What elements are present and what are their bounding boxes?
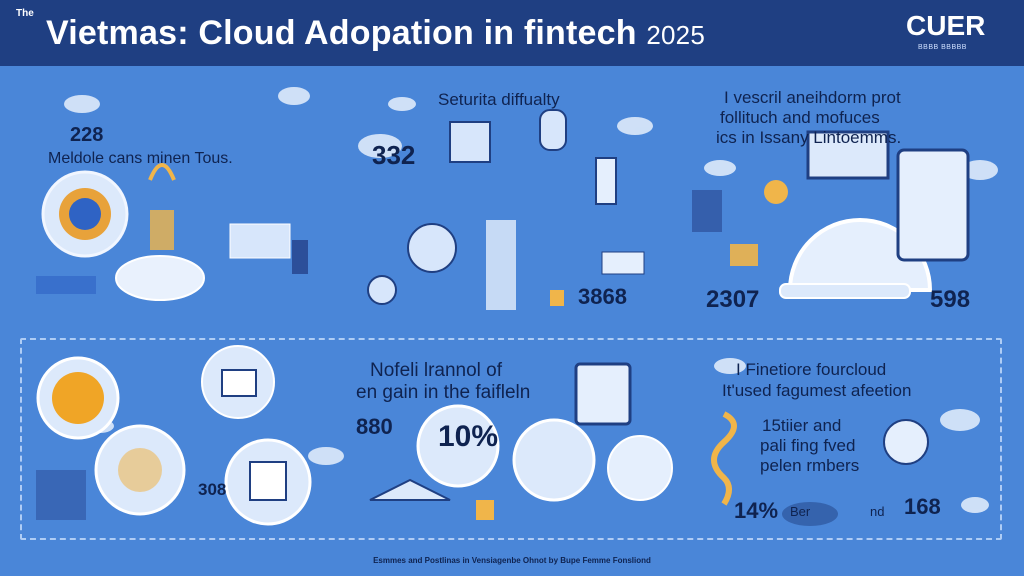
logo-text: CUER — [906, 10, 986, 41]
stat-bottom-right-label: Ber — [790, 504, 811, 519]
footer-credit: Esmmes and Postlinas in Vensiagenbe Ohno… — [373, 556, 651, 565]
stat-top-right-a: 2307 — [706, 286, 760, 313]
stat-top-right-b: 598 — [930, 286, 971, 313]
stat-top-middle-a: 332 — [372, 140, 416, 170]
heading-bottom-right-1: I Finetiore fourcloud — [736, 360, 887, 379]
stat-bottom-right-label2: nd — [870, 504, 885, 519]
body-bottom-right-1: 15tiier and — [762, 416, 842, 435]
stat-bottom-middle-b: 10% — [438, 420, 499, 453]
heading-bottom-middle-2: en gain in the faifleln — [356, 382, 531, 403]
title-main: Vietmas: Cloud Adopation in fintech — [46, 14, 637, 52]
heading-top-middle: Seturita diffualty — [438, 90, 560, 109]
stat-bottom-right-a: 14% — [734, 498, 779, 523]
header-bar: The Vietmas: Cloud Adopation in fintech … — [0, 0, 1024, 66]
body-bottom-right-3: pelen rmbers — [760, 456, 860, 475]
heading-bottom-right-2: It'used fagumest afeetion — [722, 381, 912, 400]
heading-bottom-middle-1: Nofeli lrannol of — [370, 360, 503, 381]
heading-top-right-3: ics in Issany Lintoemms. — [716, 128, 902, 147]
logo-subtext: ВВВВ ВВВВВ — [918, 44, 967, 51]
brand-logo: CUER ВВВВ ВВВВВ — [906, 10, 1006, 58]
title-year: 2025 — [646, 20, 705, 50]
stat-bottom-left: 308 — [198, 480, 227, 499]
page-title: Vietmas: Cloud Adopation in fintech 2025 — [46, 14, 705, 53]
stat-bottom-middle-a: 880 — [356, 414, 393, 439]
caption-top-left: Meldole cans minen Tous. — [48, 150, 233, 167]
heading-top-right-1: I vescril aneihdorm prot — [724, 88, 901, 107]
bottom-panel — [20, 338, 1002, 540]
title-prefix: The — [16, 8, 34, 19]
stat-top-left: 228 — [70, 124, 104, 146]
stat-top-middle-b: 3868 — [578, 284, 627, 309]
heading-top-right-2: follituch and mofuces — [720, 108, 880, 127]
body-bottom-right-2: pali fing fved — [760, 436, 856, 455]
stat-bottom-right-b: 168 — [904, 494, 941, 519]
